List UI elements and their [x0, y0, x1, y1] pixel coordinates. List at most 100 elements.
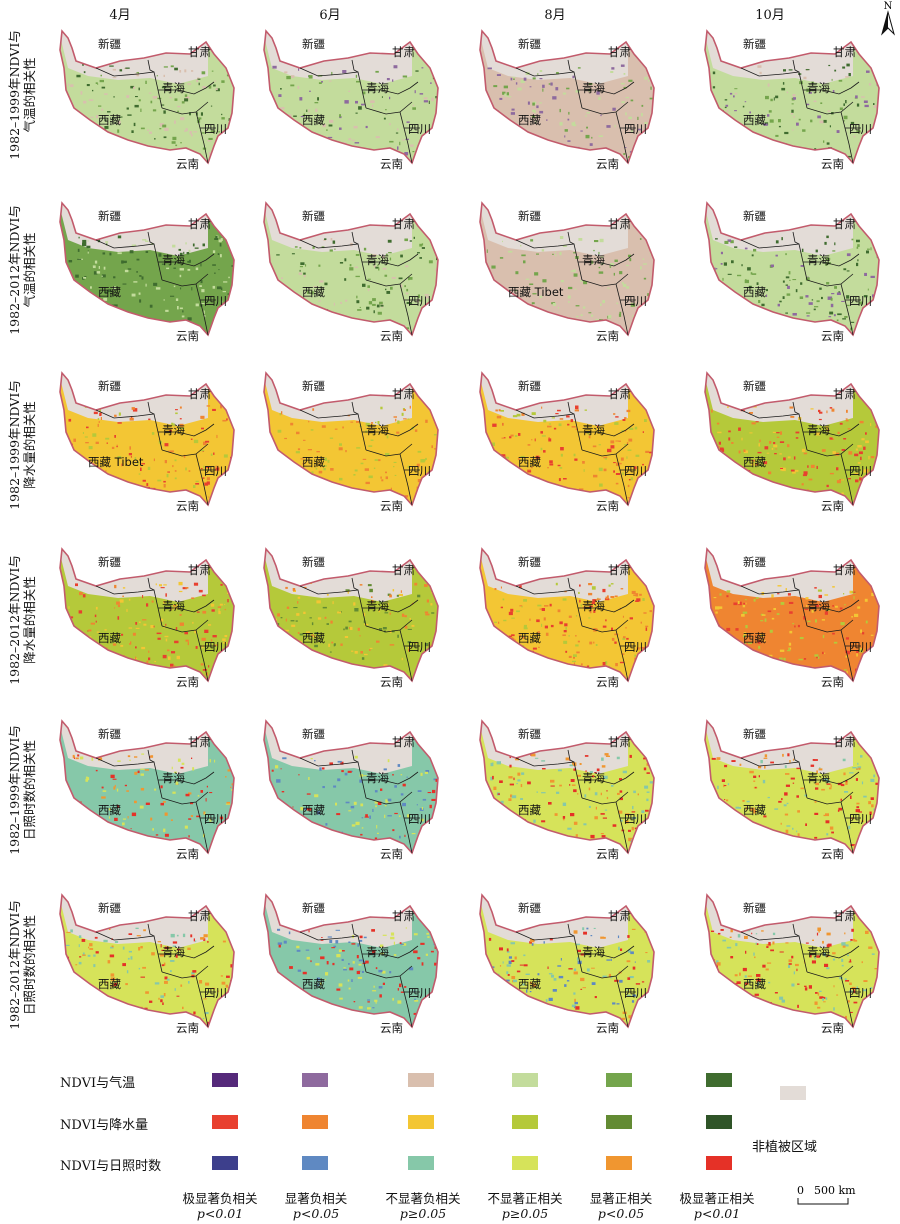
province-label-xizang: 西藏 — [302, 285, 325, 299]
legend-label-nonveg: 非植被区域 — [752, 1140, 818, 1155]
province-label-yunnan: 云南 — [176, 847, 199, 861]
province-label-gansu: 甘肃 — [608, 909, 631, 923]
province-label-yunnan: 云南 — [821, 329, 844, 343]
plateau-boundary — [479, 201, 655, 337]
province-label-xinjiang: 新疆 — [98, 209, 121, 223]
map-panel-r4-c3: 新疆 甘肃 青海 西藏 四川 云南 — [478, 546, 668, 691]
province-boundary — [792, 749, 800, 763]
province-boundary — [581, 443, 629, 457]
province-boundary — [792, 923, 800, 937]
province-boundary — [362, 771, 419, 785]
category-p-5: p<0.05 — [597, 1206, 645, 1221]
province-boundary — [578, 253, 635, 267]
row-label-6: 1982–2012年NDVI与 日照时数的相关性 — [7, 900, 37, 1030]
province-label-qinghai: 青海 — [582, 599, 605, 613]
province-boundary — [351, 923, 359, 937]
province-label-xinjiang: 新疆 — [518, 379, 541, 393]
map-panel-r6-c4: 新疆 甘肃 青海 西藏 四川 云南 — [703, 892, 893, 1037]
province-boundary — [567, 401, 575, 415]
province-boundary — [806, 443, 854, 457]
legend-swatch-r1-c3 — [408, 1073, 434, 1087]
province-label-xizang: 西藏 — [518, 631, 541, 645]
legend-swatch-r3-c1 — [212, 1156, 238, 1170]
province-label-xizang: 西藏 — [518, 977, 541, 991]
plateau-boundary — [704, 29, 880, 165]
province-label-xizang: 西藏 — [743, 977, 766, 991]
province-label-xizang: 西藏 — [302, 631, 325, 645]
province-label-sichuan: 四川 — [624, 464, 647, 478]
column-header-april: 4月 — [109, 8, 131, 23]
province-label-gansu: 甘肃 — [392, 735, 415, 749]
province-boundary — [158, 945, 215, 959]
province-label-xinjiang: 新疆 — [98, 727, 121, 741]
province-label-yunnan: 云南 — [176, 1021, 199, 1035]
province-boundary — [840, 801, 854, 854]
province-boundary — [615, 975, 629, 1028]
plateau-boundary — [704, 893, 880, 1029]
province-label-qinghai: 青海 — [582, 81, 605, 95]
province-label-xizang: 西藏 — [518, 455, 541, 469]
province-label-qinghai: 青海 — [162, 945, 185, 959]
province-label-sichuan: 四川 — [204, 986, 227, 1000]
province-boundary — [806, 101, 854, 115]
category-p-1: p<0.01 — [196, 1206, 244, 1221]
province-boundary — [195, 629, 209, 682]
category-p-4: p≥0.05 — [501, 1206, 549, 1221]
province-label-yunnan: 云南 — [596, 1021, 619, 1035]
province-label-yunnan: 云南 — [821, 675, 844, 689]
province-boundary — [399, 111, 413, 164]
province-boundary — [567, 923, 575, 937]
province-label-xinjiang: 新疆 — [518, 901, 541, 915]
province-label-gansu: 甘肃 — [188, 45, 211, 59]
province-boundary — [399, 453, 413, 506]
province-label-gansu: 甘肃 — [392, 563, 415, 577]
province-label-sichuan: 四川 — [204, 122, 227, 136]
row-label-5: 1982–1999年NDVI与 日照时数的相关性 — [7, 725, 37, 855]
province-label-sichuan: 四川 — [849, 986, 872, 1000]
province-label-xizang: 西藏 — [302, 977, 325, 991]
province-boundary — [567, 59, 575, 73]
province-label-xinjiang: 新疆 — [98, 379, 121, 393]
category-p-3: p≥0.05 — [399, 1206, 447, 1221]
province-boundary — [362, 945, 419, 959]
province-label-yunnan: 云南 — [596, 157, 619, 171]
category-label-6: 极显著正相关 — [679, 1191, 755, 1206]
province-label-xinjiang: 新疆 — [302, 379, 325, 393]
province-boundary — [147, 231, 155, 245]
map-panel-r2-c3: 新疆 甘肃 青海 西藏 Tibet 四川 云南 — [478, 200, 668, 345]
province-boundary — [362, 423, 419, 437]
plateau-boundary — [263, 201, 439, 337]
province-boundary — [161, 101, 209, 115]
plateau-boundary — [59, 547, 235, 683]
legend-swatch-r3-c6 — [706, 1156, 732, 1170]
plateau-boundary — [263, 29, 439, 165]
province-boundary — [840, 629, 854, 682]
plateau-boundary — [59, 29, 235, 165]
province-label-qinghai: 青海 — [366, 81, 389, 95]
province-boundary — [581, 273, 629, 287]
province-label-gansu: 甘肃 — [833, 735, 856, 749]
province-label-xinjiang: 新疆 — [98, 901, 121, 915]
map-panel-r4-c4: 新疆 甘肃 青海 西藏 四川 云南 — [703, 546, 893, 691]
legend-swatch-r1-c4 — [512, 1073, 538, 1087]
province-boundary — [515, 67, 583, 109]
plateau-boundary — [59, 893, 235, 1029]
province-label-yunnan: 云南 — [821, 499, 844, 513]
province-boundary — [299, 239, 367, 281]
province-label-gansu: 甘肃 — [392, 909, 415, 923]
province-label-qinghai: 青海 — [807, 599, 830, 613]
province-label-gansu: 甘肃 — [392, 217, 415, 231]
province-boundary — [615, 453, 629, 506]
map-panel-r3-c4: 新疆 甘肃 青海 西藏 四川 云南 — [703, 370, 893, 515]
province-boundary — [578, 423, 635, 437]
province-boundary — [299, 757, 367, 799]
province-label-gansu: 甘肃 — [392, 45, 415, 59]
province-label-sichuan: 四川 — [849, 812, 872, 826]
province-boundary — [578, 771, 635, 785]
map-panel-r2-c2: 新疆 甘肃 青海 西藏 四川 云南 — [262, 200, 452, 345]
province-label-qinghai: 青海 — [807, 253, 830, 267]
province-boundary — [803, 771, 860, 785]
province-label-gansu: 甘肃 — [392, 387, 415, 401]
province-label-xinjiang: 新疆 — [518, 37, 541, 51]
province-label-sichuan: 四川 — [624, 640, 647, 654]
